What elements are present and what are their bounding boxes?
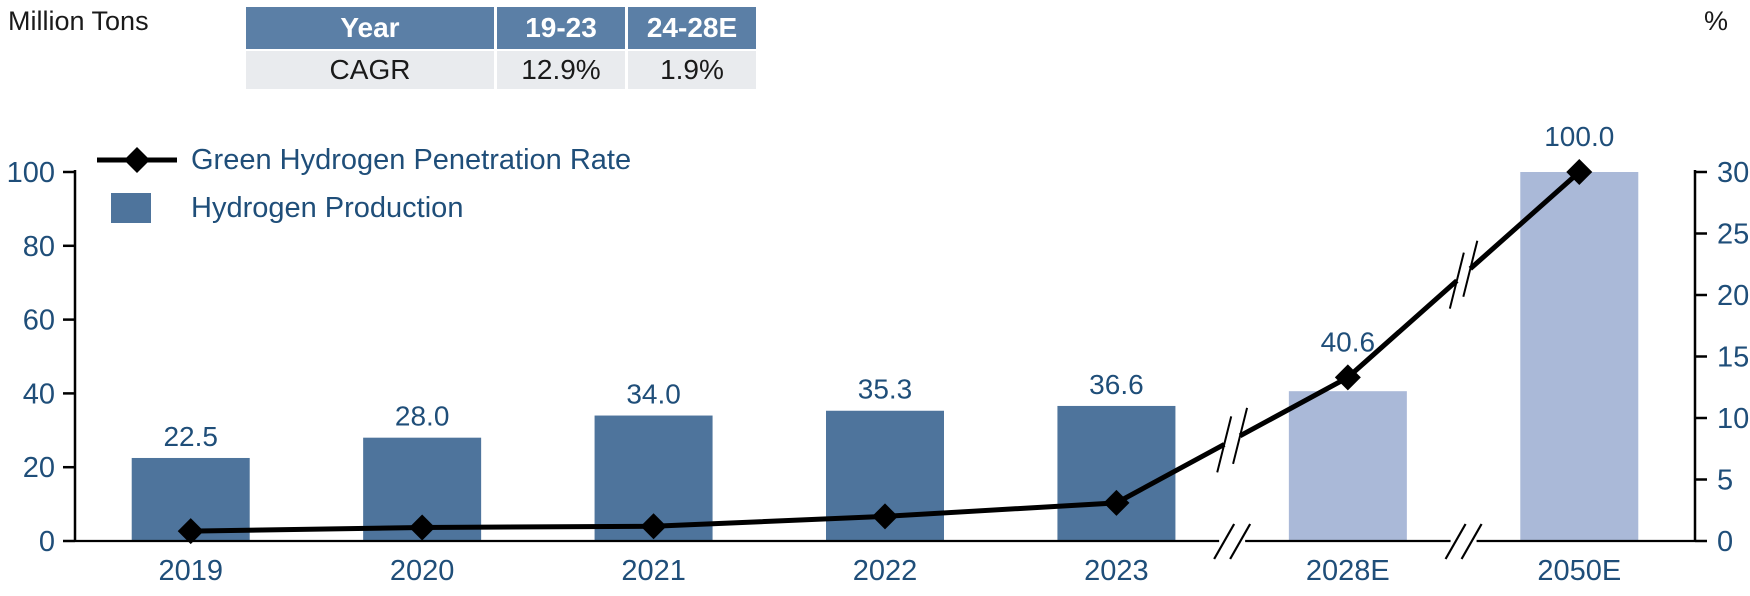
line-marker-2019: [177, 518, 204, 545]
line-marker-2021: [640, 513, 667, 540]
bar-value-label-2028E: 40.6: [1321, 326, 1376, 357]
x-axis-label-2022: 2022: [853, 555, 918, 587]
cagr-table: Year 19-23 24-28E CAGR 12.9% 1.9%: [243, 5, 759, 91]
x-axis-label-2028E: 2028E: [1306, 555, 1390, 587]
right-tick-label-25: 25: [1717, 219, 1749, 251]
table-row: CAGR 12.9% 1.9%: [246, 51, 756, 89]
table-header-19-23: 19-23: [497, 7, 625, 49]
line-break-slash: [1232, 407, 1249, 465]
axis-break-slash: [1213, 523, 1236, 560]
axis-break-slash: [1229, 523, 1252, 560]
line-marker-2022: [872, 503, 898, 530]
bar-2050E: [1520, 172, 1639, 541]
left-tick-label-60: 60: [23, 305, 55, 337]
right-tick-label-0: 0: [1717, 526, 1733, 558]
legend-label-penetration-rate: Green Hydrogen Penetration Rate: [191, 143, 632, 176]
bar-value-label-2021: 34.0: [626, 379, 681, 410]
line-series-swatch-icon: [97, 147, 177, 173]
x-axis-label-2020: 2020: [390, 555, 455, 587]
table-cell-cagr-19-23: 12.9%: [497, 51, 625, 89]
line-break-gap-1: [1436, 246, 1491, 304]
x-axis-label-2023: 2023: [1084, 555, 1149, 587]
bar-value-label-2019: 22.5: [163, 421, 218, 452]
bar-value-label-2050E: 100.0: [1544, 121, 1614, 152]
line-break-slash: [1462, 240, 1479, 297]
legend-item-penetration-rate: Green Hydrogen Penetration Rate: [95, 136, 631, 184]
left-tick-label-40: 40: [23, 378, 55, 410]
axis-break-slash: [1460, 523, 1483, 560]
legend-item-hydrogen-production: Hydrogen Production: [95, 184, 631, 232]
x-axis-label-2021: 2021: [621, 555, 686, 587]
x-axis-label-2019: 2019: [158, 555, 223, 587]
line-marker-2028E: [1334, 364, 1361, 391]
bar-series-swatch-icon: [111, 193, 151, 223]
left-tick-label-100: 100: [7, 157, 55, 189]
table-header-year: Year: [246, 7, 494, 49]
left-tick-label-0: 0: [39, 526, 55, 558]
left-axis-unit-label: Million Tons: [8, 6, 149, 36]
right-tick-label-20: 20: [1717, 280, 1749, 312]
bar-value-label-2020: 28.0: [395, 401, 450, 432]
table-cell-cagr-24-28e: 1.9%: [628, 51, 756, 89]
table-cell-cagr-label: CAGR: [246, 51, 494, 89]
line-marker-2050E: [1566, 159, 1593, 185]
line-break-slash: [1216, 416, 1233, 473]
cagr-table-header: Year 19-23 24-28E: [246, 7, 756, 49]
bar-2023: [1057, 405, 1176, 541]
cagr-table-body: CAGR 12.9% 1.9%: [246, 51, 756, 89]
bar-value-label-2023: 36.6: [1089, 369, 1144, 400]
right-tick-label-15: 15: [1717, 342, 1749, 374]
line-marker-2020: [409, 514, 436, 541]
left-tick-label-20: 20: [23, 452, 55, 484]
right-tick-label-5: 5: [1717, 465, 1733, 497]
left-tick-label-80: 80: [23, 231, 55, 263]
line-break-slash: [1448, 252, 1465, 309]
line-break-gap-0: [1209, 409, 1255, 471]
legend: Green Hydrogen Penetration Rate Hydrogen…: [95, 136, 631, 232]
table-header-24-28e: 24-28E: [628, 7, 756, 49]
bar-series-swatch-wrap: [95, 193, 179, 223]
right-axis-unit-label: %: [1703, 6, 1728, 36]
legend-label-hydrogen-production: Hydrogen Production: [191, 191, 464, 224]
x-axis-label-2050E: 2050E: [1537, 555, 1621, 587]
table-header-row: Year 19-23 24-28E: [246, 7, 756, 49]
axis-break-slash: [1444, 523, 1467, 560]
right-tick-label-10: 10: [1717, 403, 1749, 435]
right-tick-label-30: 30: [1717, 157, 1749, 189]
bar-value-label-2022: 35.3: [858, 374, 913, 405]
line-marker-2023: [1103, 489, 1130, 516]
bar-2028E: [1288, 391, 1407, 541]
